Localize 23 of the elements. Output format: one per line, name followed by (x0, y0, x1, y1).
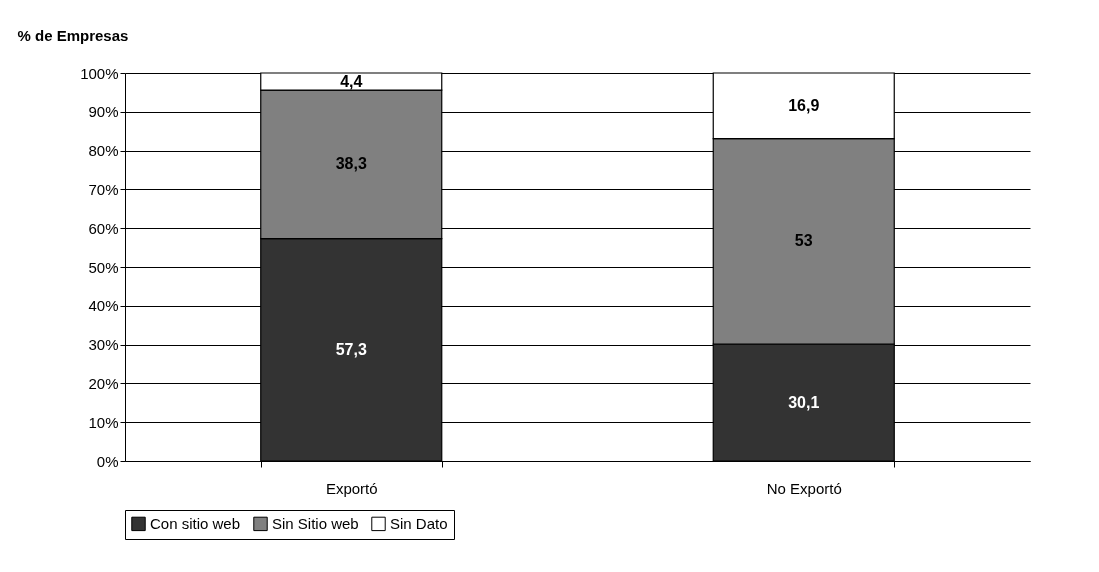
x-tick-label: No Exportó (766, 479, 842, 497)
legend-label: Sin Sitio web (272, 514, 359, 532)
legend-label: Con sitio web (150, 514, 241, 532)
y-tick-label: 0% (96, 452, 119, 470)
y-tick-label: 70% (88, 180, 119, 198)
y-tick-label: 100% (80, 64, 119, 82)
y-tick-label: 90% (88, 103, 119, 121)
x-tick-label: Exportó (325, 479, 378, 497)
y-tick-label: 10% (88, 413, 119, 431)
data-label: 38,3 (335, 155, 367, 173)
data-label: 57,3 (335, 340, 367, 358)
y-tick-label: 30% (88, 336, 119, 354)
y-axis-title: % de Empresas (17, 26, 129, 44)
y-tick-label: 80% (88, 142, 119, 160)
y-tick-label: 40% (88, 297, 119, 315)
y-tick-label: 60% (88, 219, 119, 237)
data-label: 4,4 (340, 72, 363, 90)
y-tick-label: 50% (88, 258, 119, 276)
legend-label: Sin Dato (390, 514, 448, 532)
data-label: 16,9 (788, 96, 820, 114)
data-label: 30,1 (788, 393, 820, 411)
data-label: 53 (794, 232, 813, 250)
y-tick-label: 20% (88, 374, 119, 392)
